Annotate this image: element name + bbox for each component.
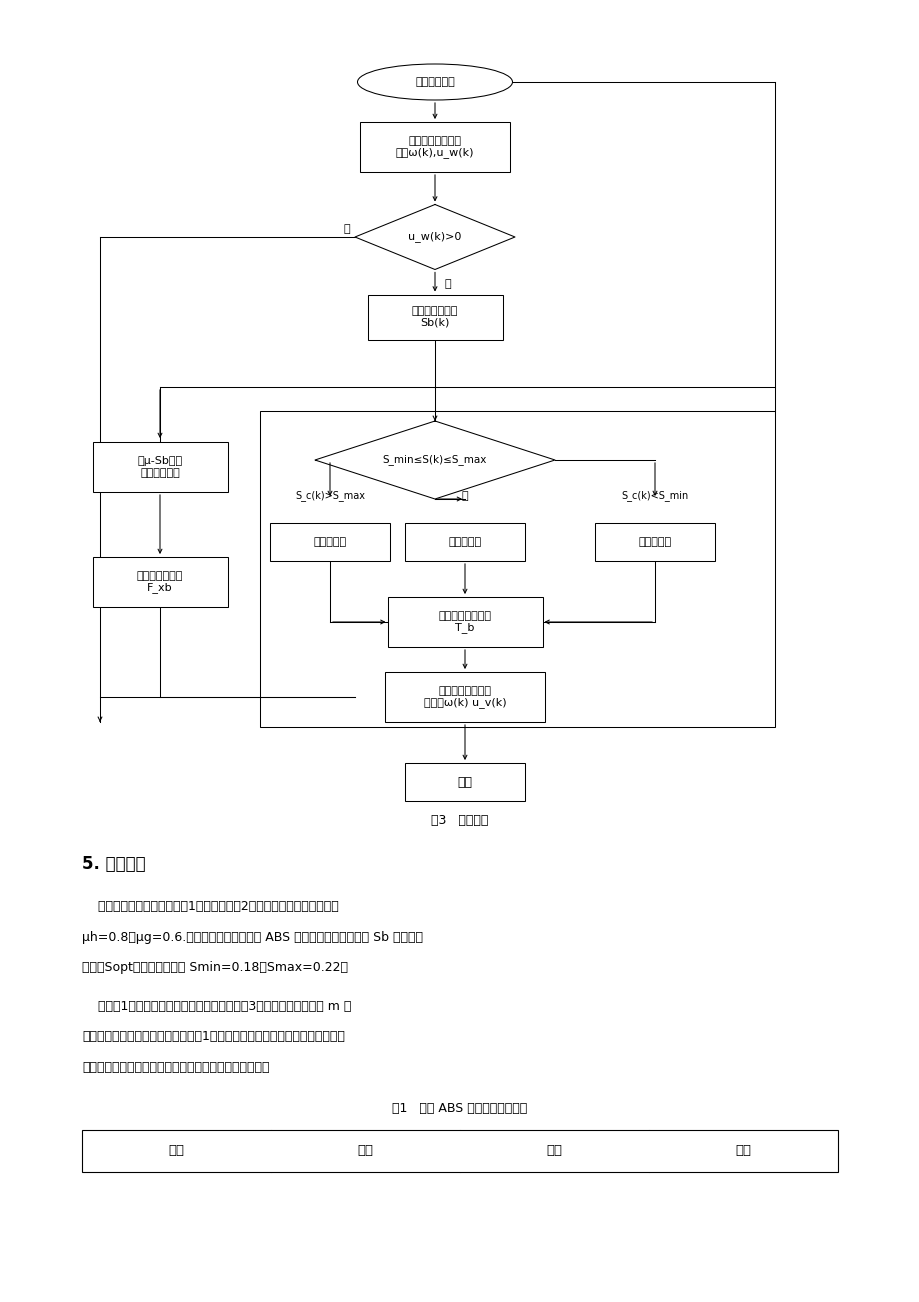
Text: 符号: 符号 bbox=[357, 1144, 373, 1157]
Text: 统设计过程中可根据需要适当调整，已获得满意的结果。: 统设计过程中可根据需要适当调整，已获得满意的结果。 bbox=[82, 1061, 269, 1074]
Text: 单位: 单位 bbox=[546, 1144, 562, 1157]
Text: 计算当前角速度、
速度ω(k),u_w(k): 计算当前角速度、 速度ω(k),u_w(k) bbox=[395, 135, 473, 159]
FancyBboxPatch shape bbox=[404, 763, 525, 801]
Text: 表1   单轮 ABS 制动力学模型参数: 表1 单轮 ABS 制动力学模型参数 bbox=[391, 1101, 528, 1115]
Text: 图3   仿真流程: 图3 仿真流程 bbox=[431, 814, 488, 827]
FancyBboxPatch shape bbox=[367, 294, 502, 340]
Text: 计算地面附着力
F_xb: 计算地面附着力 F_xb bbox=[137, 570, 183, 594]
Text: S_c(k)>S_max: S_c(k)>S_max bbox=[295, 490, 365, 501]
Text: 5. 实例分析: 5. 实例分析 bbox=[82, 855, 145, 874]
Text: 输入初始参数: 输入初始参数 bbox=[414, 77, 454, 87]
Text: 结束: 结束 bbox=[457, 776, 472, 789]
FancyBboxPatch shape bbox=[404, 523, 525, 561]
Text: 制动器减压: 制动器减压 bbox=[313, 536, 346, 547]
Text: 计算车轮角加速度
加速度ω(k) u_v(k): 计算车轮角加速度 加速度ω(k) u_v(k) bbox=[424, 686, 505, 708]
FancyBboxPatch shape bbox=[269, 523, 390, 561]
Text: 是: 是 bbox=[445, 280, 451, 289]
Text: 参数: 参数 bbox=[168, 1144, 185, 1157]
FancyBboxPatch shape bbox=[359, 122, 509, 172]
FancyBboxPatch shape bbox=[384, 672, 544, 723]
Text: μh=0.8，μg=0.6.以门限值控制算法设计 ABS 控制器，使车轮滑移率 Sb 保持在最: μh=0.8，μg=0.6.以门限值控制算法设计 ABS 控制器，使车轮滑移率 … bbox=[82, 931, 423, 944]
Text: S_min≤S(k)≤S_max: S_min≤S(k)≤S_max bbox=[382, 454, 487, 465]
Polygon shape bbox=[355, 204, 515, 270]
FancyBboxPatch shape bbox=[595, 523, 714, 561]
Text: 制动器增压: 制动器增压 bbox=[638, 536, 671, 547]
Text: 制动器保压: 制动器保压 bbox=[448, 536, 481, 547]
FancyBboxPatch shape bbox=[82, 1130, 837, 1172]
Text: 由μ-Sb曲线
计算附着系数: 由μ-Sb曲线 计算附着系数 bbox=[137, 456, 182, 478]
Text: 计算制动器阻力矩
T_b: 计算制动器阻力矩 T_b bbox=[438, 611, 491, 633]
Text: 根据表1给出的模型参数及附着系数，按照图3所示的控制流程采用 m 语: 根据表1给出的模型参数及附着系数，按照图3所示的控制流程采用 m 语 bbox=[82, 1000, 351, 1013]
Text: 否: 否 bbox=[343, 224, 349, 234]
Ellipse shape bbox=[357, 64, 512, 100]
FancyBboxPatch shape bbox=[93, 557, 227, 607]
Polygon shape bbox=[314, 421, 554, 499]
Text: 优值（Sopt附近），这里令 Smin=0.18，Smax=0.22。: 优值（Sopt附近），这里令 Smin=0.18，Smax=0.22。 bbox=[82, 961, 347, 974]
Text: 是: 是 bbox=[461, 491, 468, 501]
Text: 单轮制动动力模型参数由表1给出。设式图2定义的路面附着系数分别为: 单轮制动动力模型参数由表1给出。设式图2定义的路面附着系数分别为 bbox=[82, 901, 338, 914]
Text: 言编制仿真程序。需要指出的是，表1给出的制动系统控制参数仅作为参考，系: 言编制仿真程序。需要指出的是，表1给出的制动系统控制参数仅作为参考，系 bbox=[82, 1030, 345, 1043]
Text: 数值: 数值 bbox=[734, 1144, 751, 1157]
Text: 计算当前滑移率
Sb(k): 计算当前滑移率 Sb(k) bbox=[412, 306, 458, 328]
Text: S_c(k)<S_min: S_c(k)<S_min bbox=[620, 490, 688, 501]
Text: u_w(k)>0: u_w(k)>0 bbox=[408, 232, 461, 242]
FancyBboxPatch shape bbox=[93, 441, 227, 492]
FancyBboxPatch shape bbox=[387, 598, 542, 647]
